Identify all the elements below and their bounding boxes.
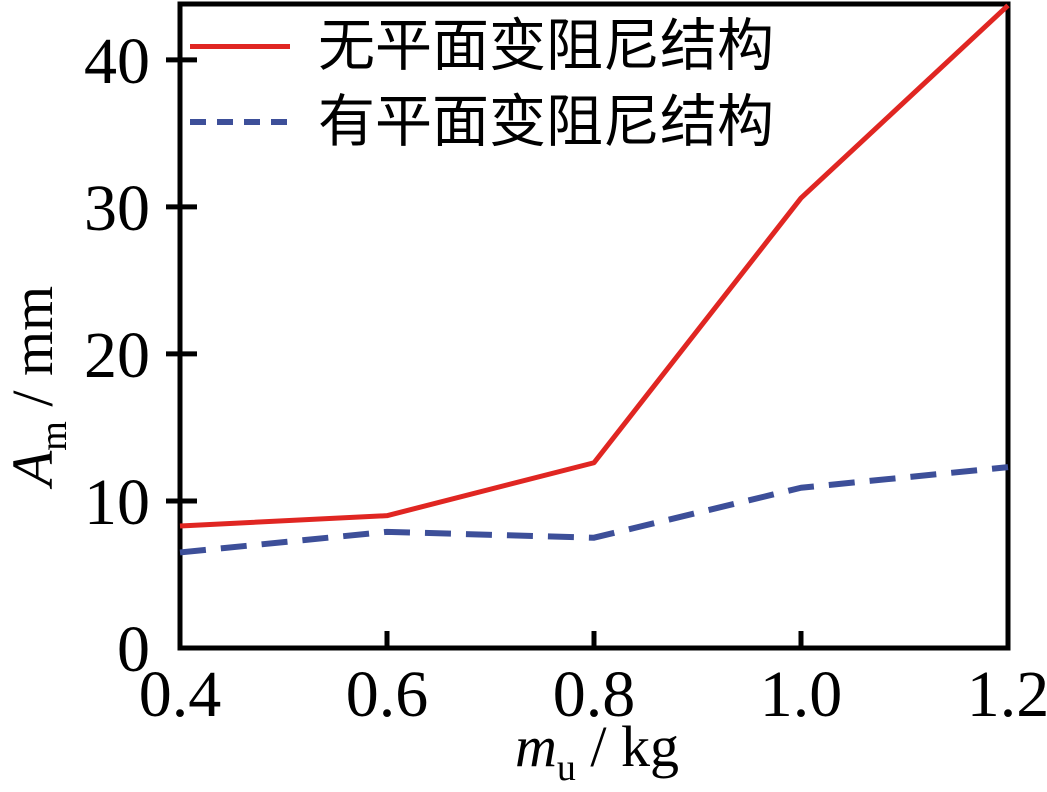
y-tick-label: 0 bbox=[117, 613, 150, 686]
y-axis-title: Am / mm bbox=[0, 286, 75, 490]
legend-line-solid-icon bbox=[190, 43, 290, 49]
legend-line-dashed-icon bbox=[190, 119, 290, 125]
legend-label-no-damping: 无平面变阻尼结构 bbox=[318, 14, 774, 78]
y-tick-label: 20 bbox=[84, 319, 150, 392]
x-tick-label: 0.8 bbox=[553, 658, 636, 731]
y-tick-label: 10 bbox=[84, 466, 150, 539]
x-tick-label: 1.0 bbox=[760, 658, 843, 731]
legend: 无平面变阻尼结构 有平面变阻尼结构 bbox=[190, 8, 774, 160]
y-tick-label: 40 bbox=[84, 25, 150, 98]
x-tick-label: 1.2 bbox=[967, 658, 1047, 731]
legend-item-with-damping: 有平面变阻尼结构 bbox=[190, 84, 774, 160]
x-tick-label: 0.6 bbox=[346, 658, 429, 731]
series-line-0 bbox=[179, 3, 1010, 529]
x-axis-title: mu / kg bbox=[515, 714, 679, 789]
series-line-1 bbox=[179, 464, 1009, 556]
y-tick-label: 30 bbox=[84, 172, 150, 245]
legend-item-no-damping: 无平面变阻尼结构 bbox=[190, 8, 774, 84]
legend-label-with-damping: 有平面变阻尼结构 bbox=[318, 90, 774, 154]
x-tick-label: 0.4 bbox=[139, 658, 222, 731]
